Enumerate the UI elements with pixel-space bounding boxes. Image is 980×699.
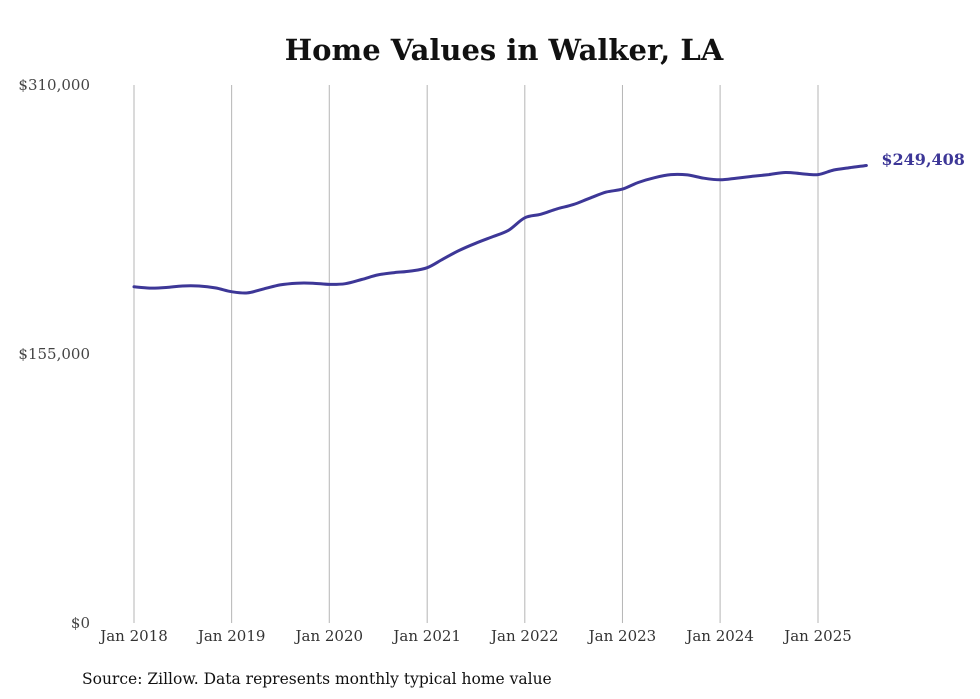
y-tick-label: $155,000 [18, 345, 90, 363]
x-tick-label: Jan 2024 [684, 627, 754, 645]
x-gridlines [133, 85, 819, 623]
x-tick-label: Jan 2022 [489, 627, 559, 645]
home-value-line [132, 164, 868, 295]
chart-title: Home Values in Walker, LA [285, 33, 724, 67]
y-tick-label: $0 [71, 614, 90, 632]
x-tick-label: Jan 2023 [587, 627, 657, 645]
y-axis-ticks: $0 $155,000 $310,000 [18, 76, 90, 632]
x-tick-label: Jan 2021 [391, 627, 461, 645]
y-tick-label: $310,000 [18, 76, 90, 94]
latest-value-label: $249,408 [881, 150, 965, 169]
x-tick-label: Jan 2018 [98, 627, 168, 645]
x-tick-label: Jan 2019 [196, 627, 266, 645]
x-tick-label: Jan 2020 [293, 627, 363, 645]
source-note: Source: Zillow. Data represents monthly … [82, 670, 552, 688]
x-axis-ticks: Jan 2018 Jan 2019 Jan 2020 Jan 2021 Jan 2022… [98, 627, 852, 645]
x-tick-label: Jan 2025 [782, 627, 852, 645]
